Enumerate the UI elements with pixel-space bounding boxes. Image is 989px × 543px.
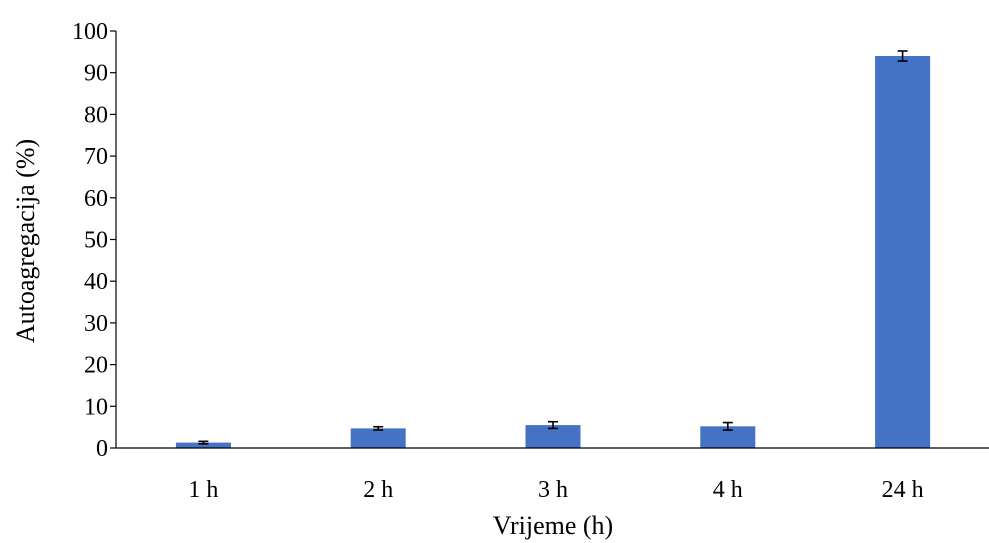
- y-tick-label: 60: [84, 186, 108, 212]
- x-tick-label: 2 h: [363, 477, 393, 503]
- x-tick-label: 4 h: [713, 477, 743, 503]
- bar-2: [350, 428, 406, 448]
- x-tick-label: 1 h: [188, 477, 218, 503]
- bars: [175, 56, 931, 448]
- y-tick-label: 0: [96, 436, 108, 462]
- y-tick-label: 80: [84, 102, 108, 128]
- error-bar-1: [198, 440, 209, 445]
- error-bar-2: [373, 425, 384, 431]
- error-bar-4: [722, 421, 733, 431]
- y-tick-label: 30: [84, 311, 108, 337]
- bar-4: [700, 426, 756, 448]
- error-bars: [198, 50, 908, 445]
- bar-3: [525, 425, 581, 448]
- y-tick-label: 40: [84, 269, 108, 295]
- y-axis-label: Autoagregacija (%): [11, 139, 40, 343]
- y-tick-label: 70: [84, 144, 108, 170]
- x-tick-labels: 1 h 2 h 3 h 4 h 24 h: [188, 477, 923, 503]
- error-bar-3: [548, 420, 558, 430]
- x-axis-label: Vrijeme (h): [493, 511, 613, 540]
- axes: [110, 30, 989, 449]
- y-tick-label: 20: [84, 353, 108, 379]
- y-tick-labels: 0 10 20 30 40 50 60 70 80 90 100: [72, 19, 108, 462]
- y-tick-label: 10: [84, 394, 108, 420]
- y-tick-label: 100: [72, 19, 108, 45]
- bar-5: [875, 56, 931, 448]
- y-tick-label: 50: [84, 228, 108, 254]
- x-tick-label: 24 h: [882, 477, 924, 503]
- y-tick-label: 90: [84, 61, 108, 87]
- error-bar-5: [897, 50, 908, 62]
- x-tick-label: 3 h: [538, 477, 568, 503]
- bar-1: [175, 442, 231, 448]
